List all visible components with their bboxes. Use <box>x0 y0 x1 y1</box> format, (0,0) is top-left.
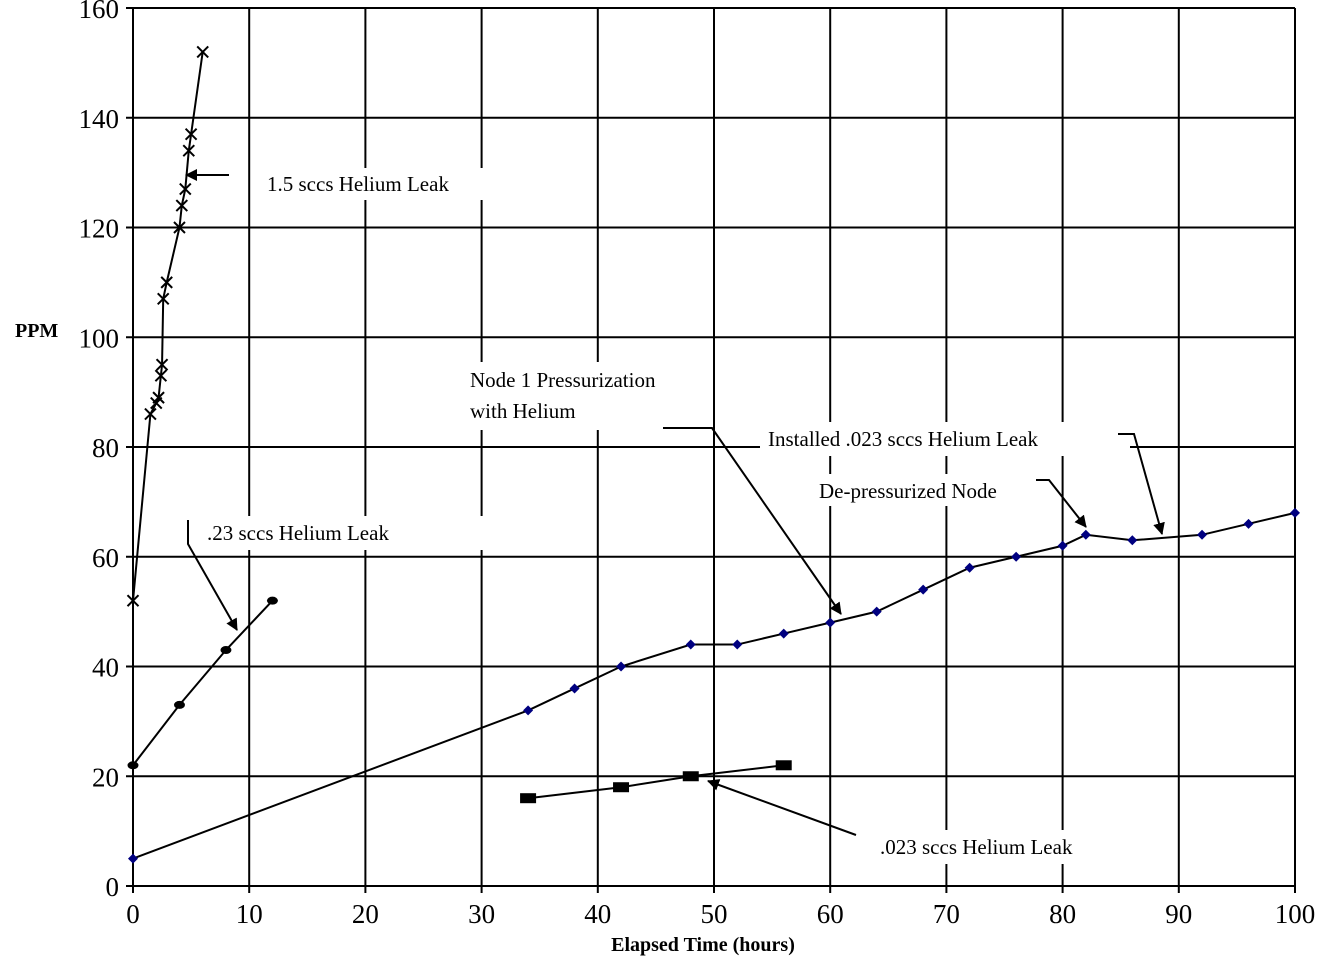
data-point-square-marker <box>520 793 537 804</box>
annotation-label: De-pressurized Node <box>819 479 997 503</box>
data-point-x-marker <box>184 128 198 141</box>
data-point-diamond-marker <box>1080 529 1091 540</box>
annotation-1: .23 sccs Helium Leak <box>187 516 500 631</box>
data-point-x-marker <box>154 369 168 382</box>
annotation-label: with Helium <box>470 399 576 423</box>
annotation-label: Node 1 Pressurization <box>470 368 656 392</box>
annotation-4: De-pressurized Node <box>810 474 1087 528</box>
data-point-x-marker <box>155 358 169 371</box>
data-point-diamond-marker <box>128 853 138 864</box>
data-point-x-marker <box>173 221 186 234</box>
series-layer <box>126 45 1300 864</box>
data-point-circle-marker <box>173 700 185 709</box>
data-point-diamond-marker <box>1127 535 1138 546</box>
annotation-arrow <box>187 520 238 631</box>
data-point-diamond-marker <box>871 606 882 617</box>
data-point-x-marker <box>196 45 209 59</box>
series-line <box>527 764 784 800</box>
series-1 <box>127 596 278 770</box>
annotation-label: Installed .023 sccs Helium Leak <box>768 427 1039 451</box>
data-point-circle-marker <box>127 761 139 770</box>
annotation-background <box>872 830 1140 864</box>
y-tick-label: 60 <box>92 543 119 573</box>
data-point-diamond-marker <box>964 562 975 573</box>
series-line <box>132 511 1296 860</box>
data-point-square-marker <box>682 771 699 782</box>
annotation-background <box>760 422 1130 456</box>
data-point-x-marker <box>157 292 170 306</box>
x-axis-title: Elapsed Time (hours) <box>611 934 795 956</box>
x-tick-label: 40 <box>584 899 611 929</box>
data-point-diamond-marker <box>825 617 836 628</box>
data-point-diamond-marker <box>685 639 696 650</box>
annotations: 1.5 sccs Helium Leak .23 sccs Helium Leak… <box>185 168 1165 864</box>
annotation-background <box>259 168 509 200</box>
data-point-square-marker <box>613 782 630 793</box>
data-point-x-marker <box>179 182 192 196</box>
y-tick-label: 40 <box>92 653 119 683</box>
annotation-arrow <box>663 427 842 615</box>
x-tick-label: 80 <box>1049 899 1076 929</box>
series-3 <box>520 760 792 804</box>
x-tick-label: 70 <box>933 899 960 929</box>
tick-labels: 0 10 20 30 40 50 60 70 80 90 100 0 20 40 60 80 100 120 140… <box>79 0 1316 929</box>
annotation-label: 1.5 sccs Helium Leak <box>267 172 449 196</box>
y-tick-label: 100 <box>79 323 120 353</box>
data-point-x-marker <box>175 199 189 212</box>
annotation-0: 1.5 sccs Helium Leak <box>185 168 509 200</box>
x-tick-label: 30 <box>468 899 495 929</box>
data-point-diamond-marker <box>523 705 534 716</box>
data-point-diamond-marker <box>616 661 627 672</box>
x-tick-label: 0 <box>126 899 140 929</box>
data-point-diamond-marker <box>1057 540 1068 551</box>
data-point-diamond-marker <box>569 683 580 694</box>
series-2 <box>128 507 1300 864</box>
y-axis-title: PPM <box>15 320 58 342</box>
x-tick-label: 100 <box>1275 899 1316 929</box>
data-point-x-marker <box>152 391 165 404</box>
data-point-circle-marker <box>220 646 232 655</box>
x-tick-label: 20 <box>352 899 379 929</box>
data-point-diamond-marker <box>1011 551 1022 562</box>
data-point-x-marker <box>144 407 157 421</box>
annotation-5: .023 sccs Helium Leak <box>707 779 1140 864</box>
annotation-background <box>200 516 500 550</box>
y-tick-label: 80 <box>92 433 119 463</box>
x-tick-label: 50 <box>701 899 728 929</box>
annotation-background <box>462 362 712 430</box>
x-tick-label: 90 <box>1165 899 1192 929</box>
data-point-x-marker <box>160 276 173 289</box>
data-point-square-marker <box>775 760 792 771</box>
annotation-3: Installed .023 sccs Helium Leak <box>760 422 1165 535</box>
data-point-circle-marker <box>266 596 278 605</box>
y-tick-label: 140 <box>79 104 120 134</box>
y-tick-label: 160 <box>79 0 120 24</box>
data-point-x-marker <box>182 144 195 157</box>
axes <box>126 7 1296 893</box>
annotation-arrow <box>1036 479 1087 528</box>
data-point-diamond-marker <box>1197 529 1208 540</box>
x-tick-label: 60 <box>817 899 844 929</box>
series-line <box>132 599 274 766</box>
annotation-arrow <box>707 779 857 836</box>
annotation-2: Node 1 Pressurization with Helium <box>462 362 842 615</box>
data-point-x-marker <box>126 594 140 607</box>
annotation-label: .023 sccs Helium Leak <box>880 835 1073 859</box>
data-point-diamond-marker <box>918 584 929 595</box>
annotation-arrow <box>1118 433 1165 535</box>
data-point-diamond-marker <box>1290 507 1300 518</box>
annotation-background <box>810 474 1050 506</box>
data-point-diamond-marker <box>732 639 743 650</box>
y-tick-label: 20 <box>92 762 119 792</box>
data-point-diamond-marker <box>778 628 789 639</box>
y-tick-label: 0 <box>106 872 120 902</box>
annotation-label: .23 sccs Helium Leak <box>207 521 389 545</box>
y-tick-label: 120 <box>79 214 120 244</box>
series-0 <box>126 45 209 607</box>
x-tick-label: 10 <box>236 899 263 929</box>
data-point-diamond-marker <box>1243 518 1254 529</box>
